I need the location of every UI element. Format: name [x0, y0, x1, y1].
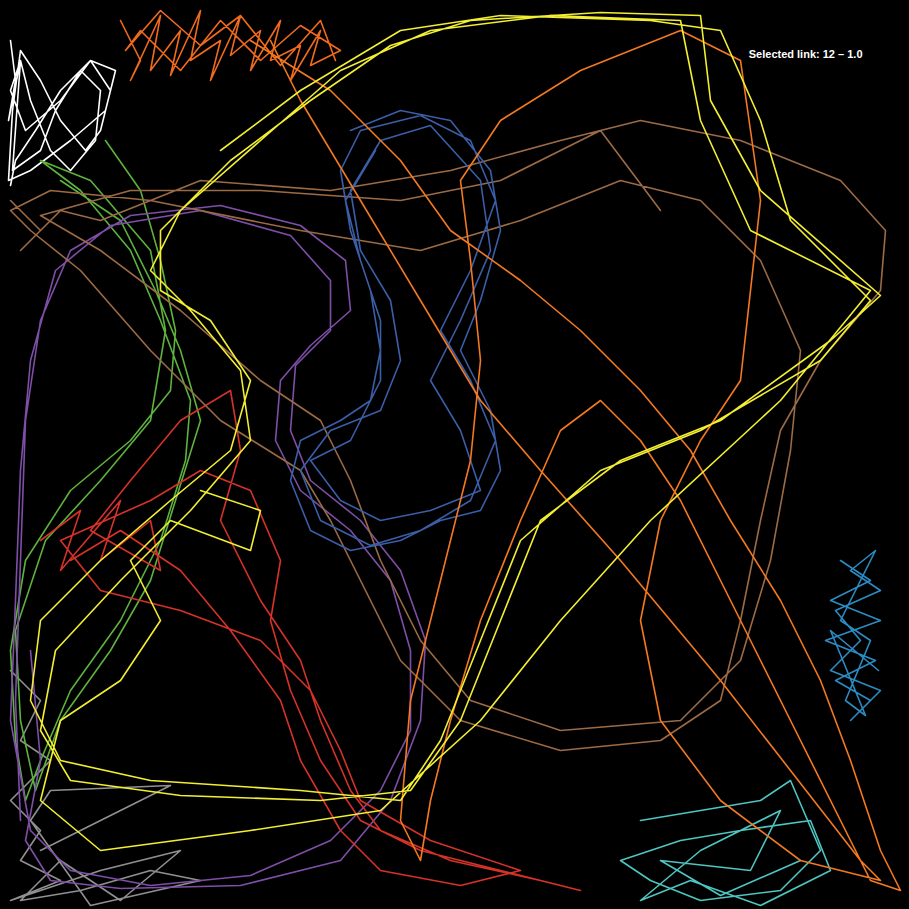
- svg-text:Selected link: 12 – 1.0: Selected link: 12 – 1.0: [749, 48, 863, 60]
